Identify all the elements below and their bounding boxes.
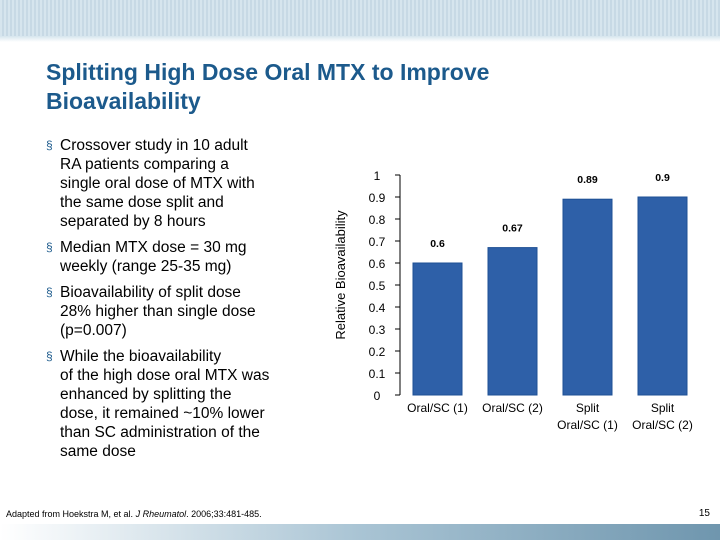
- bullet-text: Crossover study in 10 adult: [60, 137, 248, 154]
- bullet-list: § Crossover study in 10 adult RA patient…: [46, 136, 308, 468]
- bullet-text: weekly (range 25-35 mg): [60, 258, 232, 275]
- page-number: 15: [698, 508, 710, 519]
- bar: [412, 262, 463, 396]
- bullet-mark-icon: §: [46, 240, 53, 254]
- bullet-mark-icon: §: [46, 138, 53, 152]
- y-tick-label: 0.5: [369, 279, 386, 293]
- bioavailability-bar-chart: 0 0.1 0.2 0.3 0.4 0.5 0.6 0.7 0.8 0.9 1 Relative Bi…: [333, 169, 693, 432]
- bullet-item: § While the bioavailability of the high …: [46, 347, 308, 461]
- data-label: 0.67: [502, 223, 523, 235]
- bullet-text: separated by 8 hours: [60, 213, 206, 230]
- bullet-text: Median MTX dose = 30 mg: [60, 239, 247, 256]
- category-label: Oral/SC (1): [407, 401, 468, 415]
- y-axis-title: Relative Bioavailability: [333, 210, 348, 340]
- y-tick-label: 1: [374, 169, 381, 183]
- footer-band: [0, 524, 720, 540]
- y-tick-label: 0.9: [369, 191, 386, 205]
- title-line-1: Splitting High Dose Oral MTX to Improve: [46, 59, 490, 85]
- category-label: Oral/SC (2): [632, 418, 693, 432]
- bullet-text: RA patients comparing a: [60, 156, 229, 173]
- bullet-text: (p=0.007): [60, 322, 127, 339]
- bullet-text: same dose: [60, 443, 136, 460]
- bullet-item: § Crossover study in 10 adult RA patient…: [46, 136, 308, 231]
- category-label: Split: [576, 401, 600, 415]
- bar: [637, 196, 688, 396]
- bullet-text: 28% higher than single dose: [60, 303, 256, 320]
- slide-title: Splitting High Dose Oral MTX to Improve …: [46, 58, 646, 116]
- header-band: [0, 0, 720, 42]
- bullet-text: enhanced by splitting the: [60, 386, 232, 403]
- data-label: 0.6: [430, 238, 445, 250]
- bullet-text: the same dose split and: [60, 194, 224, 211]
- y-tick-label: 0.4: [369, 301, 386, 315]
- bar: [487, 247, 538, 396]
- y-tick-label: 0.3: [369, 323, 386, 337]
- bullet-text: of the high dose oral MTX was: [60, 367, 270, 384]
- citation-journal: J Rheumatol: [135, 509, 187, 519]
- bullet-text: than SC administration of the: [60, 424, 260, 441]
- citation: Adapted from Hoekstra M, et al. J Rheuma…: [6, 509, 262, 519]
- bullet-mark-icon: §: [46, 285, 53, 299]
- y-tick-label: 0.1: [369, 367, 386, 381]
- y-tick-label: 0.2: [369, 345, 386, 359]
- category-label: Split: [651, 401, 675, 415]
- category-label: Oral/SC (2): [482, 401, 543, 415]
- data-label: 0.89: [577, 174, 598, 186]
- bullet-text: While the bioavailability: [60, 348, 222, 365]
- y-tick-label: 0.8: [369, 213, 386, 227]
- category-label: Oral/SC (1): [557, 418, 618, 432]
- y-tick-label: 0.6: [369, 257, 386, 271]
- bullet-mark-icon: §: [46, 349, 53, 363]
- citation-prefix: Adapted from Hoekstra M, et al.: [6, 509, 136, 519]
- citation-suffix: . 2006;33:481-485.: [186, 509, 262, 519]
- bullet-text: Bioavailability of split dose: [60, 284, 241, 301]
- bullet-item: § Median MTX dose = 30 mg weekly (range …: [46, 238, 308, 276]
- bullet-item: § Bioavailability of split dose 28% high…: [46, 283, 308, 340]
- bullet-text: single oral dose of MTX with: [60, 175, 255, 192]
- y-tick-label: 0.7: [369, 235, 386, 249]
- y-tick-label: 0: [374, 389, 381, 403]
- title-line-2: Bioavailability: [46, 88, 201, 114]
- data-label: 0.9: [655, 172, 670, 184]
- bullet-text: dose, it remained ~10% lower: [60, 405, 265, 422]
- bar: [562, 198, 613, 396]
